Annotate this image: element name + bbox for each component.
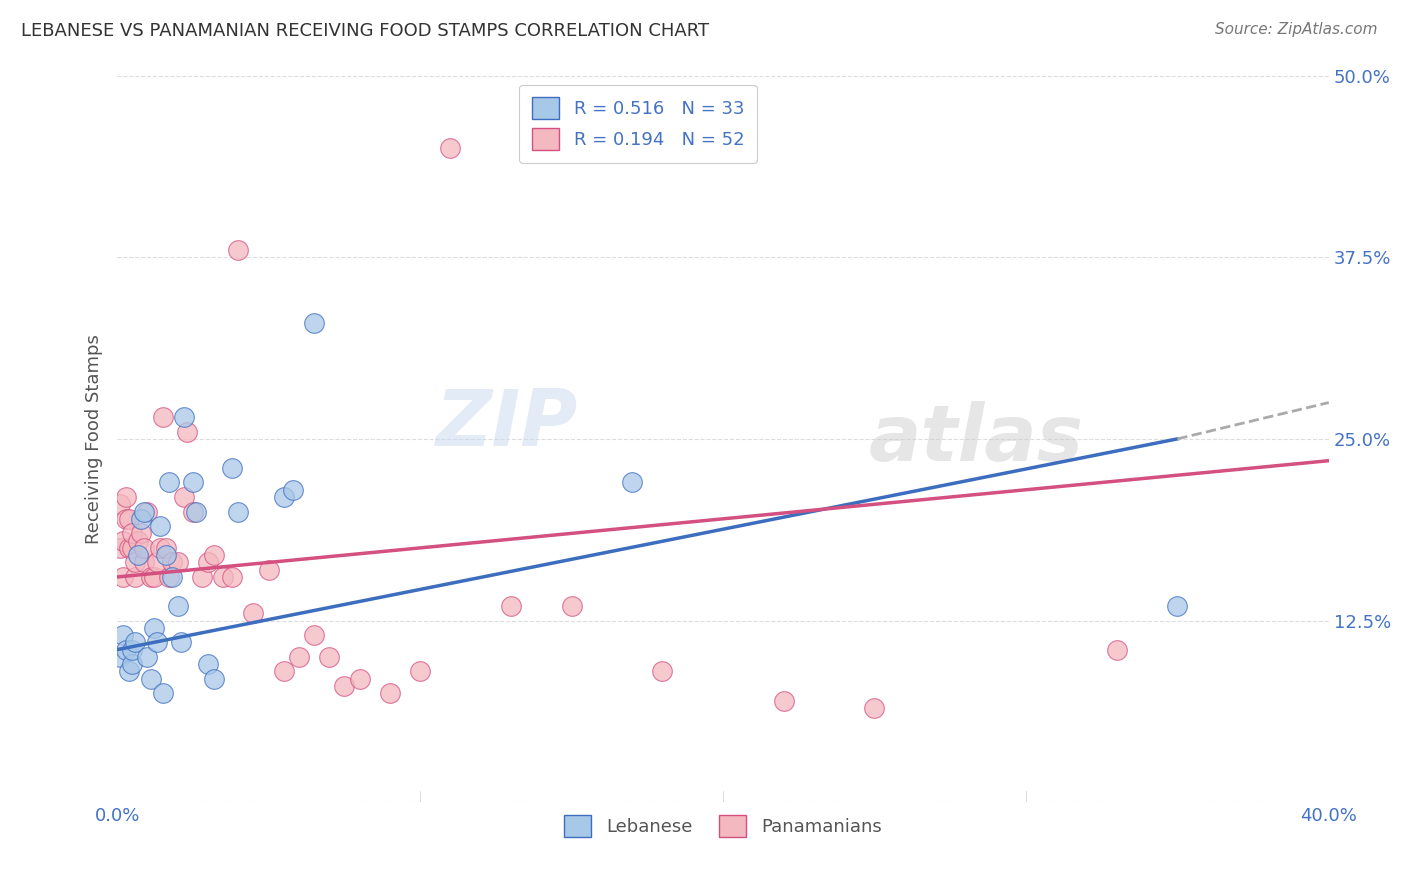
Point bbox=[112, 628, 135, 642]
Point bbox=[139, 570, 162, 584]
Point bbox=[157, 570, 180, 584]
Point bbox=[273, 665, 295, 679]
Point bbox=[121, 541, 143, 555]
Point bbox=[212, 570, 235, 584]
Point bbox=[145, 635, 167, 649]
Point bbox=[124, 570, 146, 584]
Point bbox=[1105, 642, 1128, 657]
Point bbox=[181, 475, 204, 490]
Y-axis label: Receiving Food Stamps: Receiving Food Stamps bbox=[86, 334, 103, 544]
Point bbox=[499, 599, 522, 613]
Text: atlas: atlas bbox=[869, 401, 1084, 477]
Point bbox=[184, 505, 207, 519]
Point bbox=[302, 316, 325, 330]
Text: ZIP: ZIP bbox=[436, 386, 578, 462]
Point bbox=[121, 657, 143, 672]
Point bbox=[145, 556, 167, 570]
Point bbox=[115, 512, 138, 526]
Point bbox=[121, 642, 143, 657]
Point bbox=[181, 505, 204, 519]
Point bbox=[136, 505, 159, 519]
Point bbox=[242, 607, 264, 621]
Point bbox=[439, 141, 461, 155]
Point bbox=[152, 686, 174, 700]
Point bbox=[134, 541, 156, 555]
Point bbox=[160, 570, 183, 584]
Text: Source: ZipAtlas.com: Source: ZipAtlas.com bbox=[1215, 22, 1378, 37]
Point bbox=[118, 512, 141, 526]
Point bbox=[112, 533, 135, 548]
Point bbox=[142, 570, 165, 584]
Point bbox=[157, 475, 180, 490]
Point bbox=[131, 512, 153, 526]
Point bbox=[202, 672, 225, 686]
Point bbox=[173, 410, 195, 425]
Point bbox=[202, 548, 225, 562]
Point bbox=[170, 635, 193, 649]
Point bbox=[863, 700, 886, 714]
Point bbox=[197, 657, 219, 672]
Point bbox=[349, 672, 371, 686]
Point bbox=[118, 541, 141, 555]
Point bbox=[115, 490, 138, 504]
Point bbox=[134, 505, 156, 519]
Point bbox=[152, 410, 174, 425]
Point bbox=[155, 541, 177, 555]
Point bbox=[149, 541, 172, 555]
Point bbox=[115, 642, 138, 657]
Point bbox=[409, 665, 432, 679]
Point bbox=[124, 556, 146, 570]
Point bbox=[142, 621, 165, 635]
Point bbox=[221, 461, 243, 475]
Point bbox=[273, 490, 295, 504]
Point bbox=[112, 570, 135, 584]
Point bbox=[166, 599, 188, 613]
Point bbox=[166, 556, 188, 570]
Point bbox=[281, 483, 304, 497]
Point bbox=[257, 563, 280, 577]
Point bbox=[131, 526, 153, 541]
Point bbox=[1166, 599, 1188, 613]
Point bbox=[139, 672, 162, 686]
Point bbox=[127, 548, 149, 562]
Point bbox=[378, 686, 401, 700]
Point bbox=[333, 679, 356, 693]
Point bbox=[160, 556, 183, 570]
Point bbox=[302, 628, 325, 642]
Point bbox=[621, 475, 644, 490]
Point bbox=[173, 490, 195, 504]
Text: LEBANESE VS PANAMANIAN RECEIVING FOOD STAMPS CORRELATION CHART: LEBANESE VS PANAMANIAN RECEIVING FOOD ST… bbox=[21, 22, 709, 40]
Point bbox=[149, 519, 172, 533]
Point bbox=[288, 649, 311, 664]
Legend: Lebanese, Panamanians: Lebanese, Panamanians bbox=[557, 807, 889, 844]
Point bbox=[110, 541, 132, 555]
Point bbox=[118, 665, 141, 679]
Point bbox=[124, 635, 146, 649]
Point bbox=[228, 243, 250, 257]
Point bbox=[136, 649, 159, 664]
Point bbox=[155, 548, 177, 562]
Point bbox=[127, 533, 149, 548]
Point bbox=[560, 599, 582, 613]
Point bbox=[197, 556, 219, 570]
Point bbox=[134, 556, 156, 570]
Point bbox=[651, 665, 673, 679]
Point bbox=[221, 570, 243, 584]
Point bbox=[191, 570, 214, 584]
Point bbox=[318, 649, 340, 664]
Point bbox=[228, 505, 250, 519]
Point bbox=[772, 693, 794, 707]
Point bbox=[110, 497, 132, 511]
Point bbox=[121, 526, 143, 541]
Point bbox=[176, 425, 198, 439]
Point bbox=[110, 649, 132, 664]
